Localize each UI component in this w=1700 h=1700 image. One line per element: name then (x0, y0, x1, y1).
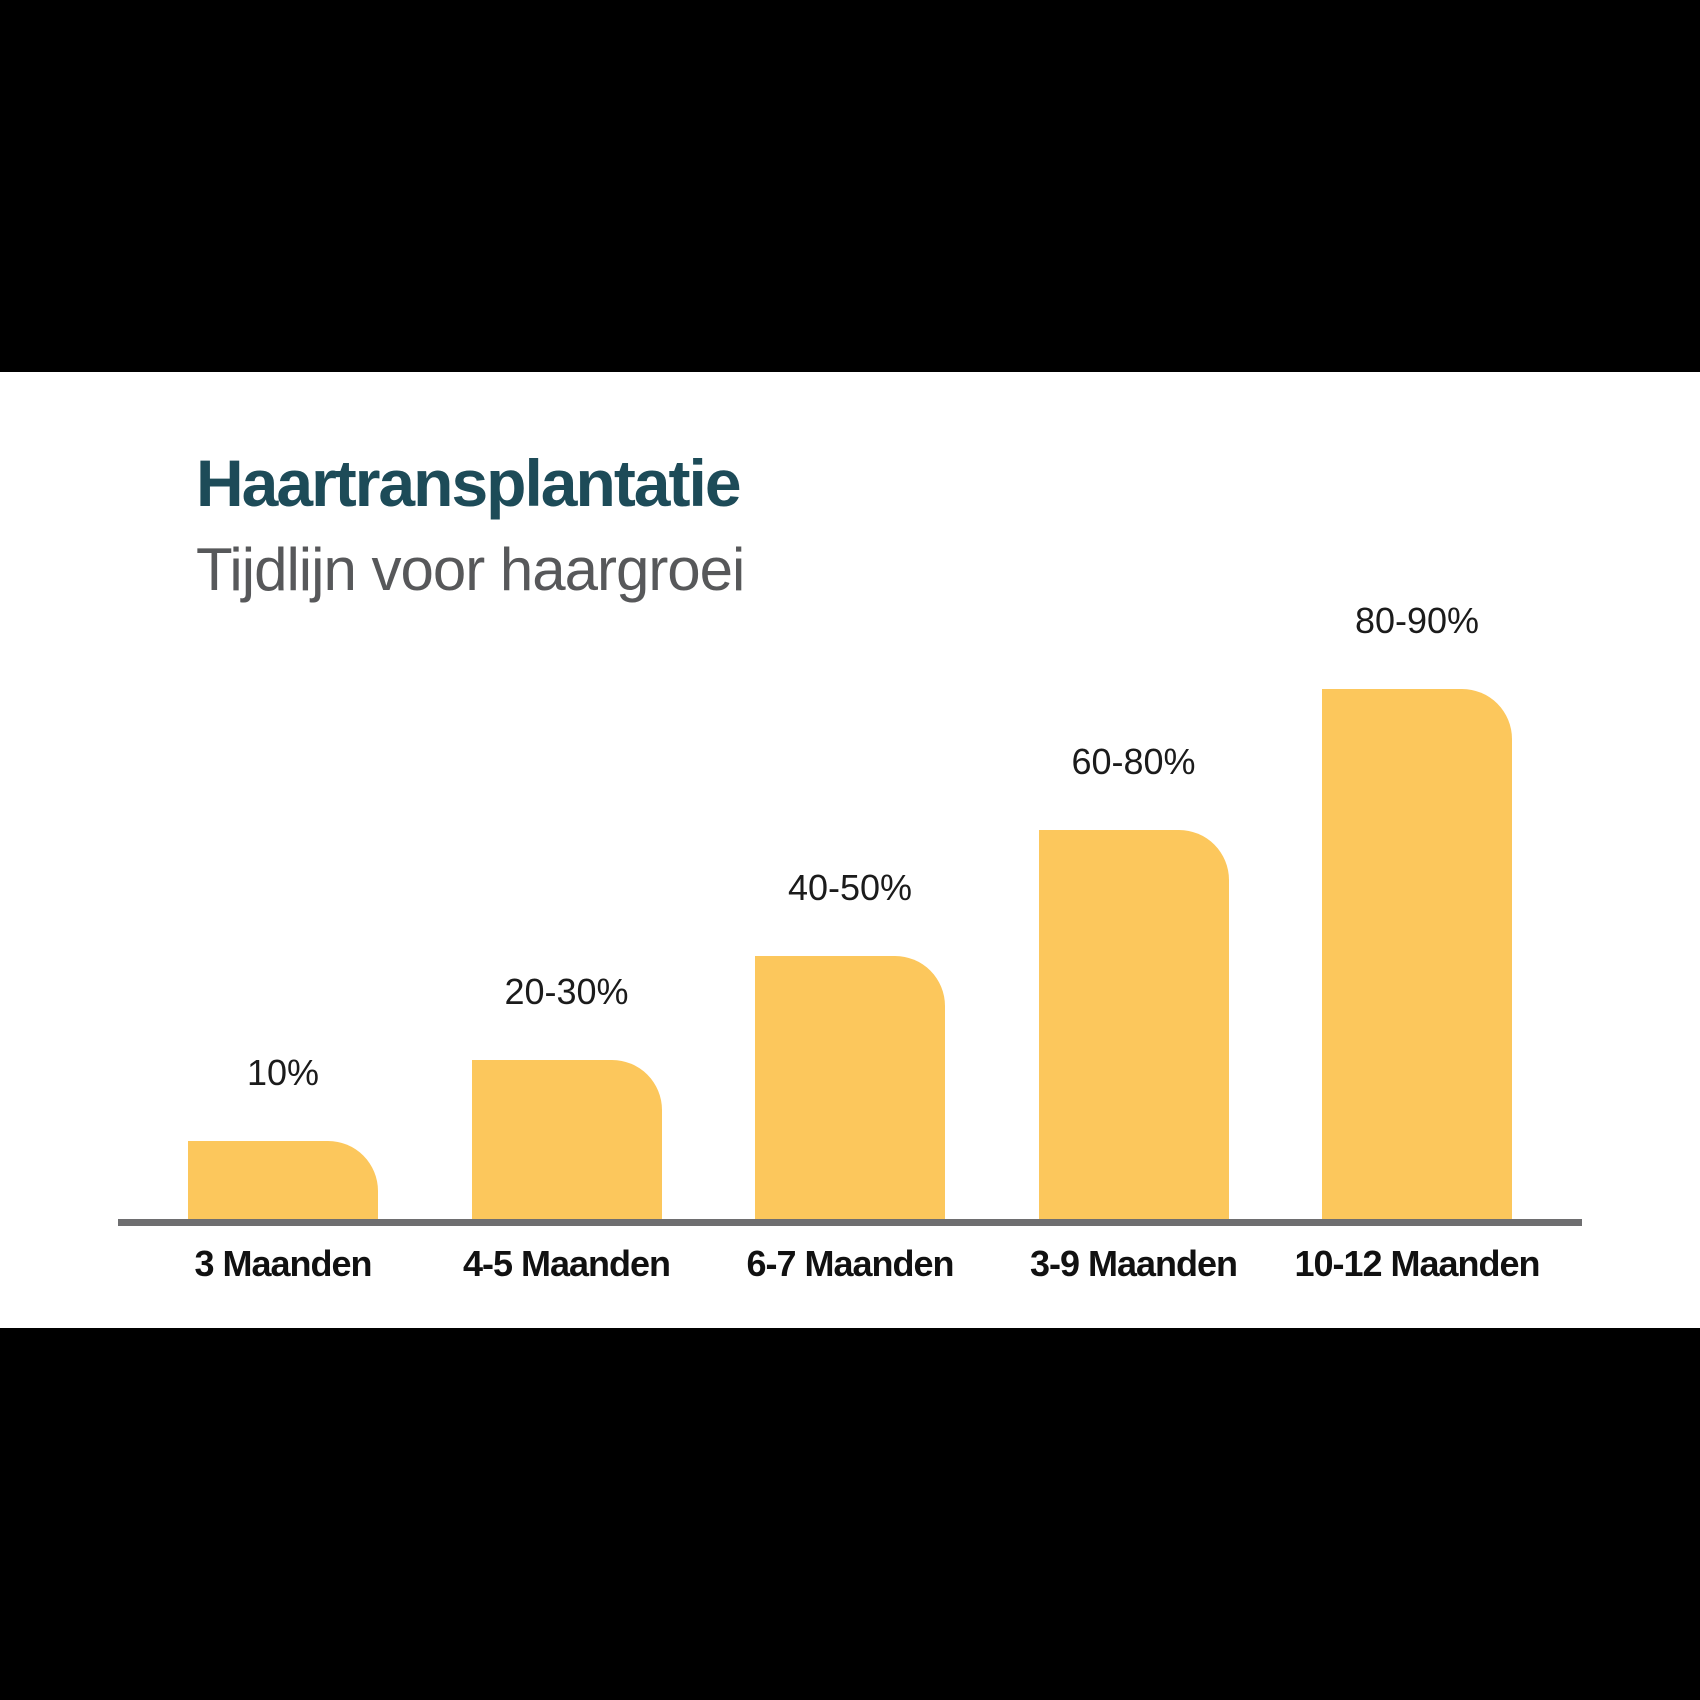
bar-value-label-6-7-maanden: 40-50% (787, 867, 913, 908)
bar-3-9-maanden (1038, 830, 1229, 1219)
bar-6-7-maanden (755, 956, 945, 1219)
x-axis-line (118, 1219, 1582, 1226)
x-axis-label-4-5-maanden: 4-5 Maanden (462, 1243, 671, 1284)
x-axis-label-3-maanden: 3 Maanden (194, 1243, 372, 1284)
x-axis-label-6-7-maanden: 6-7 Maanden (746, 1243, 954, 1284)
bar-10-12-maanden (1322, 689, 1512, 1219)
bar-value-label-3-maanden: 10% (246, 1052, 320, 1093)
bar-3-maanden (188, 1141, 378, 1219)
x-axis-label-10-12-maanden: 10-12 Maanden (1294, 1243, 1540, 1284)
bar-4-5-maanden (471, 1060, 662, 1219)
bar-value-label-4-5-maanden: 20-30% (504, 971, 629, 1012)
page-title: Haartransplantatie (196, 446, 742, 520)
page-subtitle: Tijdlijn voor haargroei (196, 536, 745, 603)
bar-value-label-10-12-maanden: 80-90% (1354, 600, 1480, 641)
bar-value-label-3-9-maanden: 60-80% (1071, 741, 1196, 782)
x-axis-label-3-9-maanden: 3-9 Maanden (1029, 1243, 1238, 1284)
